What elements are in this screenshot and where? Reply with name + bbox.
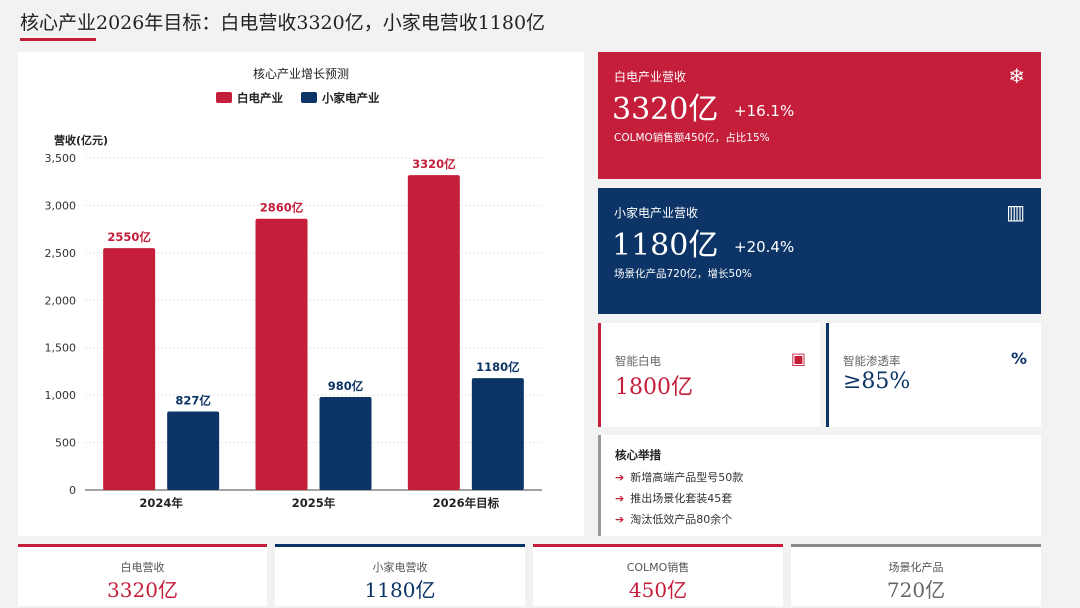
white-appliance-note: COLMO销售额450亿，占比15% xyxy=(614,132,770,144)
small-appliance-value: 1180亿 xyxy=(612,228,719,263)
small-appliance-note: 场景化产品720亿，增长50% xyxy=(614,268,752,280)
small-appliance-label: 小家电产业营收 xyxy=(614,206,699,220)
white-appliance-value: 3320亿 xyxy=(612,92,719,127)
bar-1-0 xyxy=(167,411,220,490)
bar-data-label: 2860亿 xyxy=(260,201,304,215)
y-tick-label: 0 xyxy=(69,484,76,497)
kpi-colmo-sales: COLMO销售 450亿 xyxy=(533,544,783,606)
bar-1-1 xyxy=(319,397,372,490)
y-tick-label: 1,500 xyxy=(45,342,77,355)
kpi-value: 450亿 xyxy=(628,578,688,602)
measure-text: 淘汰低效产品80余个 xyxy=(630,513,733,526)
y-tick-label: 3,500 xyxy=(45,152,77,165)
bar-data-label: 3320亿 xyxy=(412,157,456,171)
core-measures-list: ➔ 新增高端产品型号50款 ➔ 推出场景化套装45套 ➔ 淘汰低效产品80余个 xyxy=(615,470,743,533)
page-title: 核心产业2026年目标：白电营收3320亿，小家电营收1180亿 xyxy=(20,12,546,34)
bar-data-label: 827亿 xyxy=(175,394,211,408)
arrow-right-icon: ➔ xyxy=(615,492,625,505)
x-tick-label: 2026年目标 xyxy=(433,496,500,510)
small-appliance-card: 小家电产业营收 1180亿 +20.4% 场景化产品720亿，增长50% ▥ xyxy=(598,188,1041,314)
y-tick-label: 1,000 xyxy=(45,389,77,402)
bar-data-label: 2550亿 xyxy=(107,230,151,244)
kpi-value: 720亿 xyxy=(886,578,946,602)
kpi-small-revenue: 小家电营收 1180亿 xyxy=(275,544,525,606)
y-tick-label: 3,000 xyxy=(45,199,77,212)
penetration-label: 智能渗透率 xyxy=(843,354,901,368)
list-item: ➔ 推出场景化套装45套 xyxy=(615,491,743,512)
legend-label-1: 小家电产业 xyxy=(321,91,380,105)
kpi-label: COLMO销售 xyxy=(626,561,690,574)
bar-data-label: 1180亿 xyxy=(476,360,520,374)
kpi-scene-products: 场景化产品 720亿 xyxy=(791,544,1041,606)
legend-swatch-0 xyxy=(216,92,232,103)
percent-icon: % xyxy=(1010,349,1027,368)
x-tick-label: 2025年 xyxy=(292,496,336,510)
title-underline xyxy=(20,38,96,41)
arrow-right-icon: ➔ xyxy=(615,471,625,484)
coffee-maker-icon: ▥ xyxy=(1006,200,1025,224)
list-item: ➔ 淘汰低效产品80余个 xyxy=(615,512,743,533)
chart-panel: 核心产业增长预测白电产业 小家电产业营收(亿元) 0 500 1,000 1,500 2,0… xyxy=(18,52,584,536)
kpi-label: 白电营收 xyxy=(120,561,165,574)
snowflake-icon: ❄ xyxy=(1008,64,1025,88)
bar-0-0 xyxy=(103,248,156,490)
kpi-value: 3320亿 xyxy=(107,578,178,602)
kpi-white-revenue: 白电营收 3320亿 xyxy=(18,544,267,606)
legend-swatch-1 xyxy=(301,92,317,103)
bar-0-2 xyxy=(407,175,460,490)
x-tick-label: 2024年 xyxy=(139,496,183,510)
bar-0-1 xyxy=(255,218,308,491)
list-item: ➔ 新增高端产品型号50款 xyxy=(615,470,743,491)
y-axis-label: 营收(亿元) xyxy=(54,133,108,147)
core-measures-title: 核心举措 xyxy=(615,448,661,462)
kpi-value: 1180亿 xyxy=(364,578,436,602)
measure-text: 推出场景化套装45套 xyxy=(630,492,733,505)
chart-title: 核心产业增长预测 xyxy=(253,67,349,81)
y-tick-label: 2,500 xyxy=(45,247,77,260)
smart-appliance-label: 智能白电 xyxy=(615,354,661,368)
y-tick-label: 500 xyxy=(55,437,76,450)
smart-appliance-value: 1800亿 xyxy=(615,375,693,400)
arrow-right-icon: ➔ xyxy=(615,513,625,526)
bar-data-label: 980亿 xyxy=(328,379,364,393)
smart-appliance-card: 智能白电 1800亿 ▣ xyxy=(598,323,820,427)
measure-text: 新增高端产品型号50款 xyxy=(630,471,744,484)
chip-icon: ▣ xyxy=(790,349,806,368)
kpi-label: 场景化产品 xyxy=(888,561,944,574)
white-appliance-label: 白电产业营收 xyxy=(614,70,687,84)
core-measures-panel: 核心举措 ➔ 新增高端产品型号50款 ➔ 推出场景化套装45套 ➔ 淘汰低效产品80余… xyxy=(598,435,1041,536)
y-tick-label: 2,000 xyxy=(45,294,77,307)
kpi-label: 小家电营收 xyxy=(372,561,428,574)
white-appliance-card: 白电产业营收 3320亿 +16.1% COLMO销售额450亿，占比15% ❄ xyxy=(598,52,1041,179)
bar-1-2 xyxy=(471,378,524,490)
legend-label-0: 白电产业 xyxy=(237,91,283,105)
penetration-value: ≥85% xyxy=(843,369,911,394)
small-appliance-growth: +20.4% xyxy=(734,238,795,256)
white-appliance-growth: +16.1% xyxy=(734,102,795,120)
penetration-card: 智能渗透率 ≥85% % xyxy=(826,323,1041,427)
